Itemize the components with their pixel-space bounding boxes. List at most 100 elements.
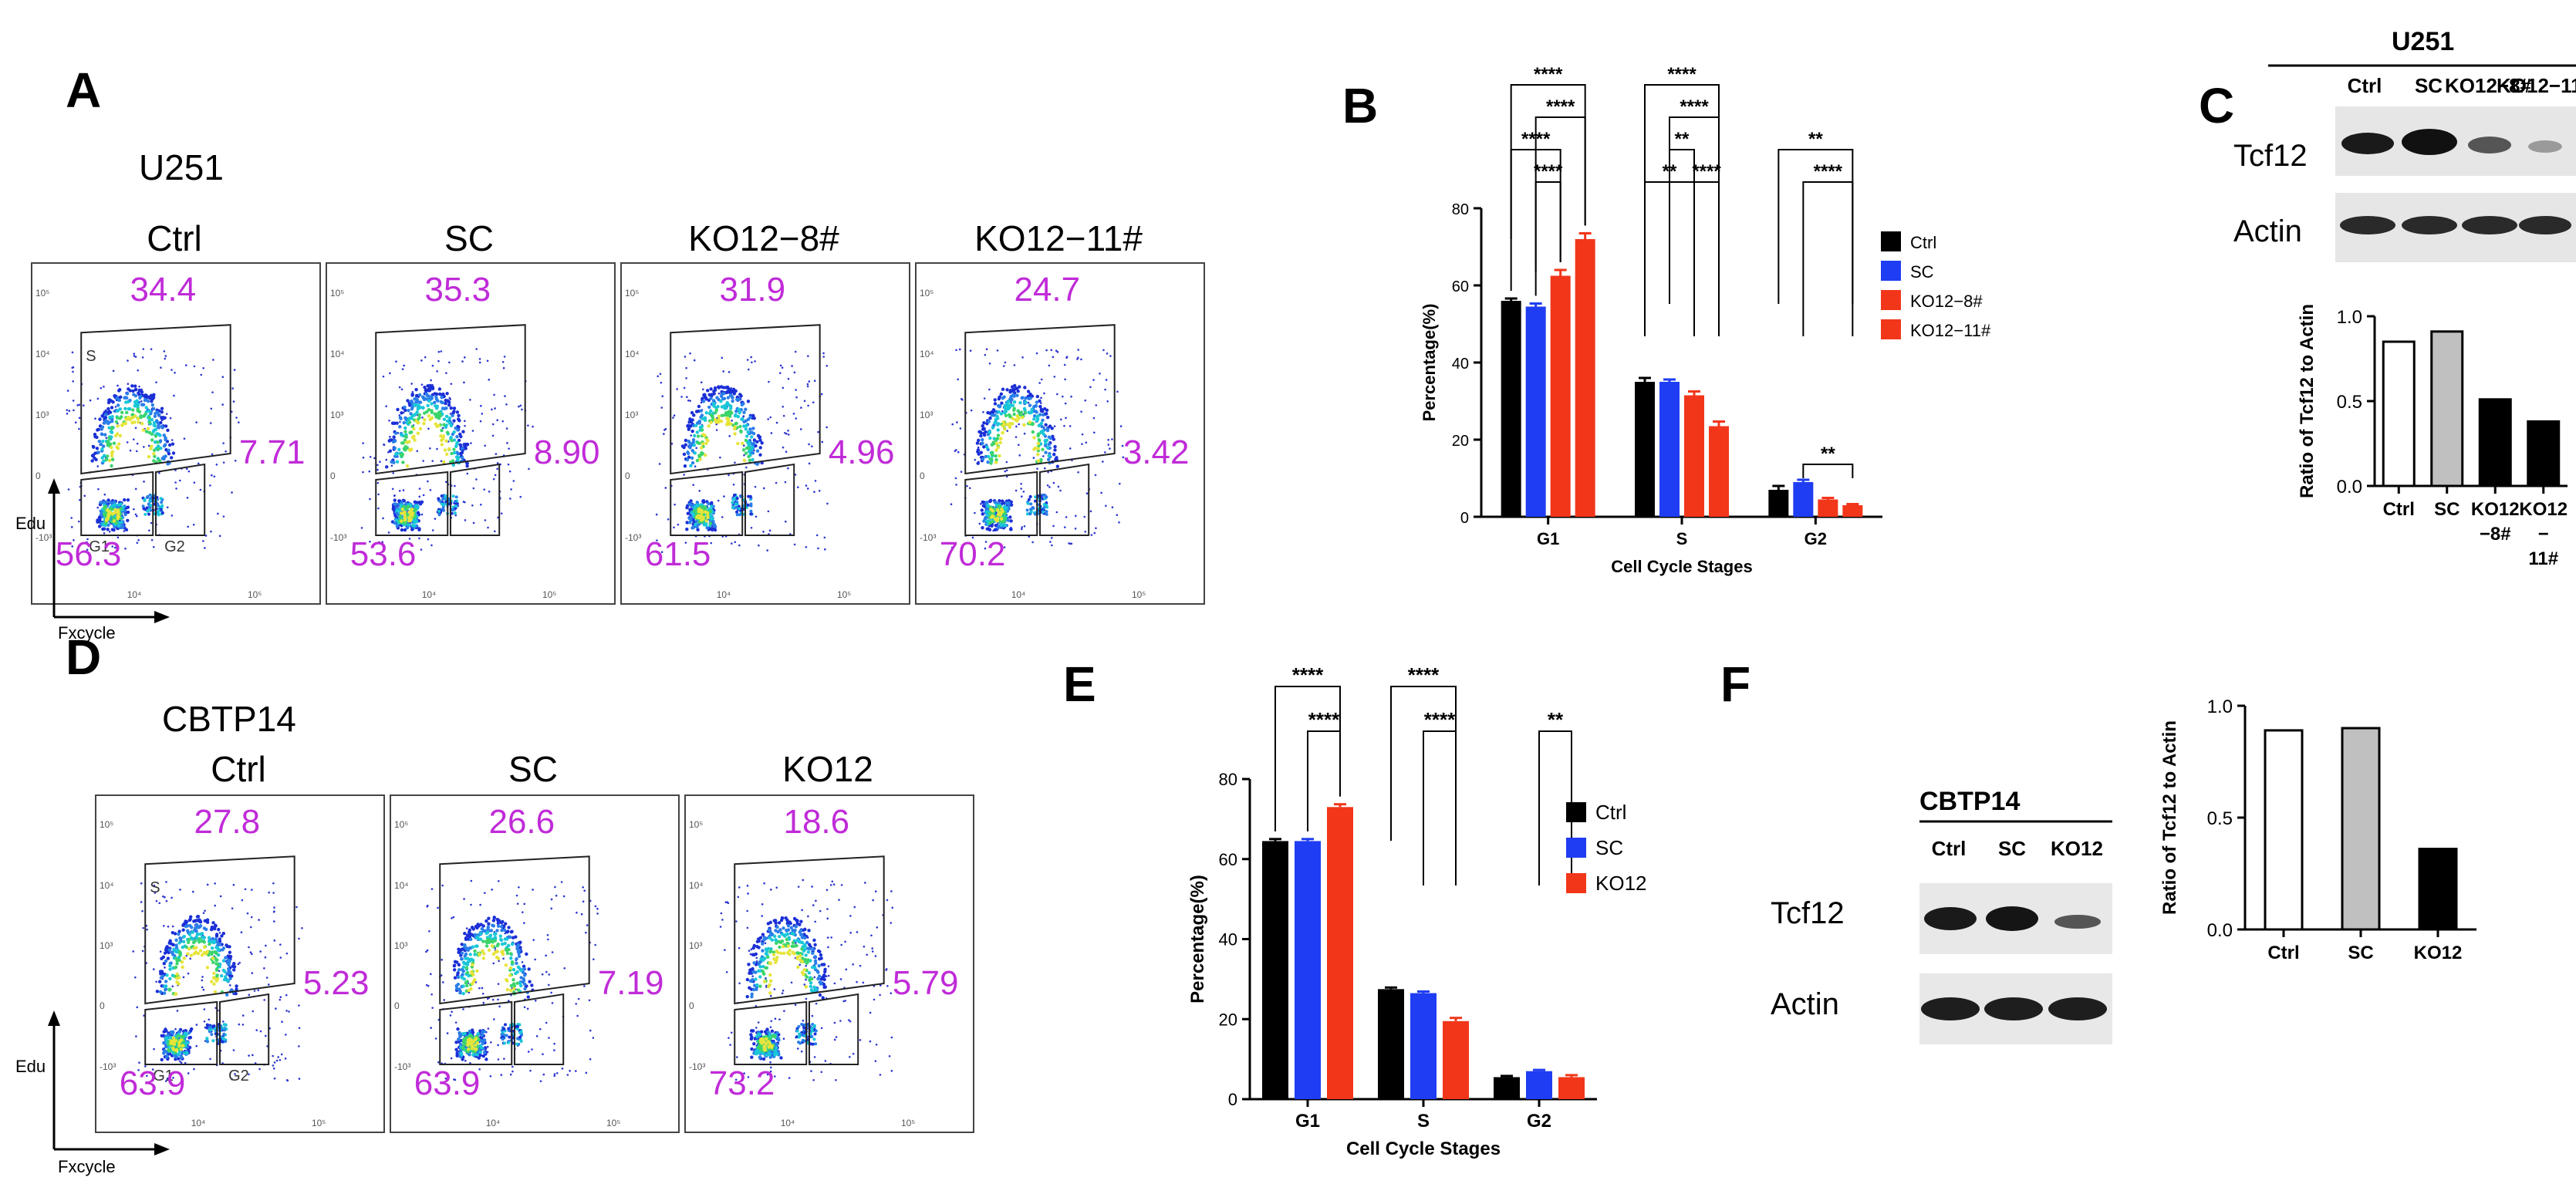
flow-d-g1-value-0: 63.9 [119, 1064, 186, 1102]
flow-a-ytick-3-2: 10³ [920, 410, 934, 421]
flow-a-g1-value-3: 70.2 [939, 535, 1006, 573]
chartF-xcat-1-0: SC [2348, 943, 2373, 963]
wb-c-actin-blot [2335, 193, 2576, 262]
flow-d-gate-label-g1: G1 [153, 1068, 174, 1084]
chartB-sig-bracket-8 [1693, 181, 1720, 336]
flow-d-gate-s-2 [734, 855, 885, 1005]
wb-c-lane-0: Ctrl [2347, 74, 2382, 97]
chartB-bar-1-0 [1635, 382, 1655, 517]
chartC-ylabel: Ratio of Tcf12 to Actin [2297, 304, 2318, 498]
wb-f-tcf12-blot [1919, 883, 2112, 954]
chartE-ylabel: Percentage(%) [1187, 875, 1208, 1004]
flow-a-scatter-1 [360, 324, 534, 551]
chartB-sig-label-1: **** [1546, 96, 1575, 117]
flow-d-ytick-0-0: 10⁵ [100, 819, 114, 831]
chartB-xcat-2: G2 [1805, 529, 1827, 548]
flow-d-ytick-2-3: 0 [689, 1000, 694, 1012]
flow-d-plot-0: 10⁵ 10⁴ 10³ 0 -10³ 10⁴ 10⁵ S G1 G2 27.8 63.9 5.23 [95, 794, 385, 1133]
flow-d-plot-2: 10⁵ 10⁴ 10³ 0 -10³ 10⁴ 10⁵ 18.6 73.2 5.79 [684, 794, 974, 1133]
flow-a-ytick-1-2: 10³ [330, 410, 344, 421]
chartE-bar-0-1 [1295, 841, 1321, 1099]
chartE-ytick-label-1: 20 [1219, 1010, 1237, 1029]
flow-d-g2-value-0: 5.23 [302, 963, 370, 1002]
flow-d-gate-g1-0 [144, 1000, 218, 1065]
chartE-sig-bracket-1 [1307, 730, 1341, 831]
chartB-legend-swatch-3 [1881, 319, 1901, 339]
wb-f-overline [1919, 820, 2112, 823]
chartE-sig-label-4: ** [1548, 708, 1564, 731]
chartE-legend-swatch-2 [1566, 873, 1586, 893]
flow-a-gate-g2-0 [154, 463, 206, 536]
chartB-legend-label-1: SC [1910, 262, 1934, 282]
chartB-sig-label-0: **** [1534, 64, 1563, 85]
wb-c-tcf12-blot [2335, 106, 2576, 176]
chartB-sig-label-10: **** [1814, 161, 1843, 182]
chartE-bar-1-0 [1378, 989, 1404, 1099]
panel-label-f: F [1720, 656, 1751, 712]
chartB-sig-label-5: **** [1680, 96, 1709, 117]
flow-a-g2-value-2: 4.96 [828, 433, 895, 471]
flow-d-gate-s-0 [144, 855, 295, 1005]
flow-a-xtick-3-1: 10⁵ [1132, 589, 1146, 600]
chartC-ytick-label-0: 0.0 [2337, 477, 2362, 498]
chartF-xcat-0-0: Ctrl [2267, 943, 2299, 963]
chartE-ytick-label-4: 80 [1219, 770, 1237, 789]
flow-a-gate-g1-0 [80, 471, 154, 536]
chartF-ylabel: Ratio of Tcf12 to Actin [2159, 720, 2180, 915]
chartB-sig-label-4: **** [1667, 64, 1697, 85]
flow-d-g2-value-1: 7.19 [597, 963, 664, 1002]
flow-a-ytick-0-0: 10⁵ [35, 287, 50, 299]
flow-d-scatter-1 [425, 855, 599, 1082]
chartC-xcat-0-0: Ctrl [2383, 499, 2415, 520]
wb-c-cell-line: U251 [2392, 27, 2455, 56]
flow-a-xtick-0-0: 10⁴ [127, 589, 142, 600]
flow-d-gate-label-s: S [150, 879, 160, 897]
wb-c-lane-3: KO12−11# [2497, 74, 2576, 97]
cell-line-a: U251 [139, 147, 224, 187]
chartC-ytick-label-2: 1.0 [2337, 307, 2362, 328]
chartB-bar-2-1 [1793, 482, 1814, 517]
chartB-xlabel: Cell Cycle Stages [1611, 557, 1752, 576]
flow-a-ytick-3-1: 10⁴ [920, 349, 934, 359]
flow-a-g1-value-2: 61.5 [644, 535, 711, 573]
y-axis-label-d: Edu [15, 1057, 46, 1076]
chartC-xcat-2-1: −8# [2480, 524, 2511, 545]
flow-a-ytick-1-0: 10⁵ [330, 287, 345, 299]
flow-d-gate-g2-0 [218, 993, 270, 1065]
flow-a-g2-value-1: 8.90 [533, 433, 600, 471]
chartE-sig-bracket-3 [1423, 730, 1457, 885]
flow-d-ytick-1-3: 0 [394, 1000, 400, 1012]
flow-a-s-value-1: 35.3 [424, 270, 491, 309]
flow-d-s-value-2: 18.6 [783, 802, 850, 841]
chartB-sig-label-7: ** [1663, 161, 1677, 182]
chartC-xcat-3-1: − [2538, 524, 2549, 545]
flow-d-ytick-0-1: 10⁴ [100, 879, 114, 891]
flow-a-s-value-2: 31.9 [719, 270, 786, 309]
flow-d-xtick-0-0: 10⁴ [191, 1118, 206, 1128]
chartB-legend-label-3: KO12−11# [1910, 321, 1991, 340]
chartE-bar-2-1 [1526, 1071, 1552, 1099]
flow-d-scatter-0 [132, 855, 303, 1082]
wb-c-band-tcf12: Tcf12 [2233, 139, 2308, 173]
flow-a-ytick-2-1: 10⁴ [625, 349, 640, 359]
flow-a-g1-value-0: 56.3 [55, 535, 122, 573]
chartB-bar-1-3 [1709, 426, 1729, 517]
chartE-bar-2-0 [1494, 1077, 1520, 1099]
chartF-ytick-label-1: 0.5 [2207, 808, 2233, 829]
panel-label-b: B [1342, 78, 1379, 133]
flow-a-gate-s-2 [670, 324, 821, 475]
flow-a-ytick-2-0: 10⁵ [625, 287, 640, 299]
axis-arrows-a [48, 478, 170, 623]
chartB-bar-1-2 [1684, 395, 1704, 517]
flow-d-g1-value-1: 63.9 [414, 1064, 481, 1102]
chartE-ytick-label-2: 40 [1219, 930, 1237, 950]
wb-c-lane-1: SC [2414, 74, 2443, 97]
chartC-xcat-1-0: SC [2434, 499, 2460, 520]
flow-a-ytick-0-4: -10³ [35, 531, 52, 543]
flow-a-gate-g1-2 [670, 471, 744, 536]
chartE-bar-2-2 [1558, 1077, 1585, 1099]
wb-c-lane-2: KO12−8# [2444, 74, 2532, 97]
panel-label-d: D [66, 629, 102, 685]
flow-a-xtick-1-1: 10⁵ [542, 589, 557, 600]
flow-d-ytick-0-2: 10³ [100, 940, 113, 952]
